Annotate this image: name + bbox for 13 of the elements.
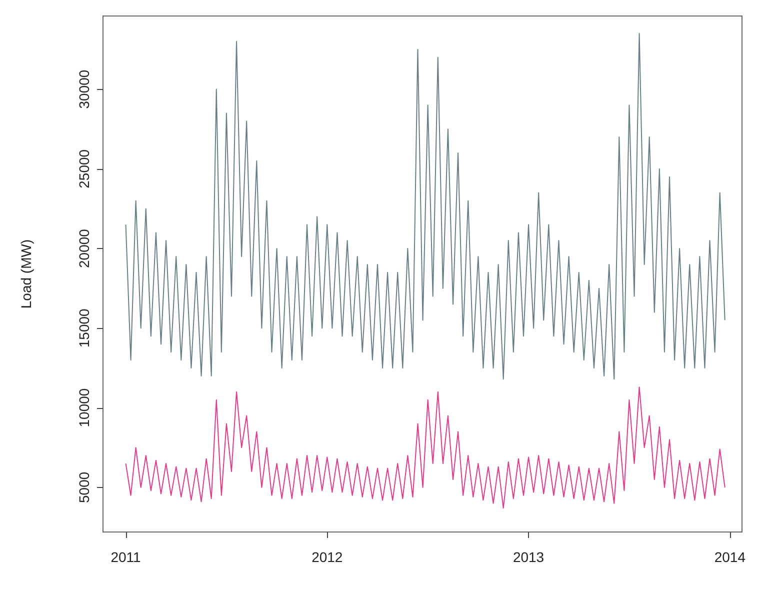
y-tick-label: 20000 xyxy=(76,228,92,268)
x-tick-label: 2011 xyxy=(110,549,142,565)
x-tick-label: 2014 xyxy=(714,549,746,565)
y-tick-label: 30000 xyxy=(76,70,92,109)
y-tick-label: 10000 xyxy=(76,388,92,428)
y-tick-label: 5000 xyxy=(76,472,92,503)
y-tick-label: 15000 xyxy=(76,308,92,348)
y-tick-label: 25000 xyxy=(76,149,92,188)
y-axis-title: Load (MW) xyxy=(18,239,34,309)
x-tick-label: 2013 xyxy=(512,549,544,565)
line-series xyxy=(125,33,726,380)
line-series xyxy=(125,386,726,509)
x-tick-label: 2012 xyxy=(312,549,343,565)
